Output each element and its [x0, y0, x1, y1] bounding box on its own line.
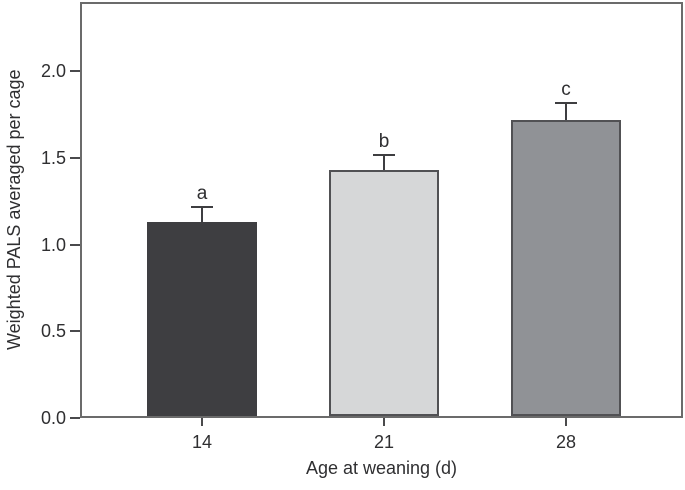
y-tick-label: 0.0: [40, 408, 66, 428]
significance-letter: b: [378, 131, 390, 152]
bar: [147, 222, 257, 416]
y-tick-label: 1.0: [40, 234, 66, 255]
y-tick-mark: [70, 330, 80, 333]
x-tick-mark: [201, 418, 203, 426]
x-axis-title: Age at weaning (d): [305, 458, 458, 478]
error-bar-line: [383, 156, 385, 170]
bar: [511, 120, 621, 416]
significance-letter: c: [561, 79, 571, 100]
error-bar-cap: [191, 206, 213, 208]
y-tick-label: 2.0: [40, 61, 66, 82]
significance-letter: a: [196, 183, 208, 204]
error-bar-cap: [555, 102, 577, 104]
error-bar-line: [565, 104, 567, 120]
y-tick-mark: [70, 417, 80, 419]
x-tick-label: 21: [373, 432, 395, 452]
y-tick-label: 1.5: [40, 148, 66, 168]
y-tick-mark: [70, 157, 80, 159]
y-tick-label: 0.5: [40, 321, 66, 342]
x-tick-mark: [565, 418, 567, 426]
x-tick-label: 28: [555, 432, 577, 452]
x-tick-mark: [383, 418, 385, 426]
error-bar-line: [201, 208, 203, 222]
y-tick-mark: [70, 70, 80, 73]
bar: [329, 170, 439, 416]
y-tick-mark: [70, 243, 80, 246]
error-bar-cap: [373, 154, 395, 156]
x-tick-label: 14: [191, 432, 213, 452]
